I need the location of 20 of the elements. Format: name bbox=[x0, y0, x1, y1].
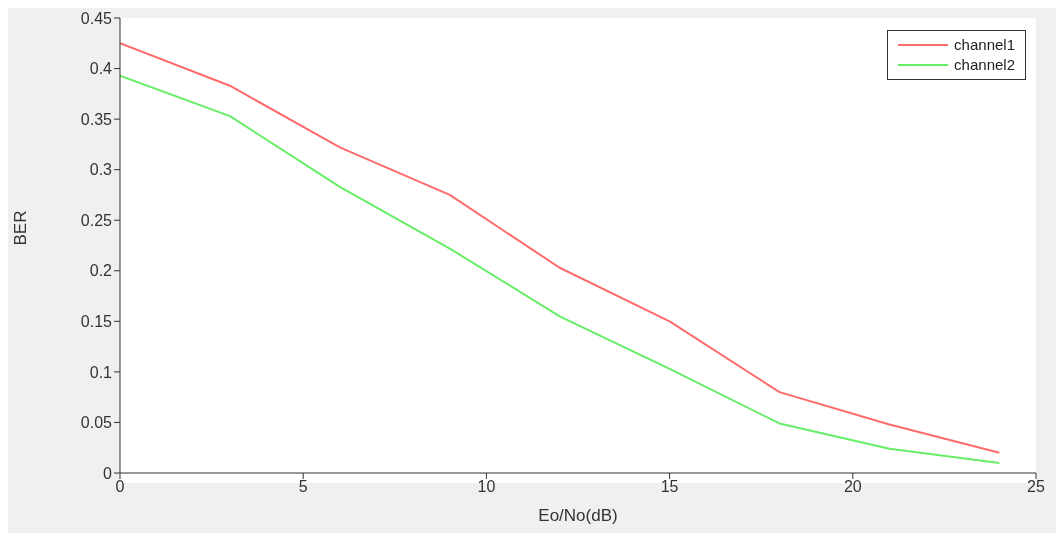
y-tick-label: 0.05 bbox=[80, 414, 113, 432]
x-axis-title: Eo/No(dB) bbox=[538, 506, 618, 525]
legend-label: channel1 bbox=[954, 35, 1015, 55]
y-tick-label: 0.45 bbox=[80, 9, 113, 27]
x-tick-label: 10 bbox=[477, 478, 496, 496]
y-tick-label: 0.1 bbox=[89, 363, 113, 381]
y-tick-label: 0.25 bbox=[80, 211, 113, 229]
y-tick-label: 0.4 bbox=[89, 60, 113, 78]
x-tick-label: 25 bbox=[1027, 478, 1045, 496]
x-tick-label: 5 bbox=[298, 478, 308, 496]
y-tick-label: 0 bbox=[103, 464, 113, 482]
y-tick-label: 0.3 bbox=[89, 161, 113, 179]
x-tick-label: 0 bbox=[115, 478, 125, 496]
y-tick-label: 0.2 bbox=[89, 262, 113, 280]
y-tick-label: 0.15 bbox=[80, 313, 113, 331]
legend-label: channel2 bbox=[954, 55, 1015, 75]
x-tick-label: 15 bbox=[660, 478, 679, 496]
x-tick-label: 20 bbox=[843, 478, 862, 496]
y-tick-label: 0.35 bbox=[80, 110, 113, 128]
y-axis-title: BER bbox=[11, 210, 31, 246]
